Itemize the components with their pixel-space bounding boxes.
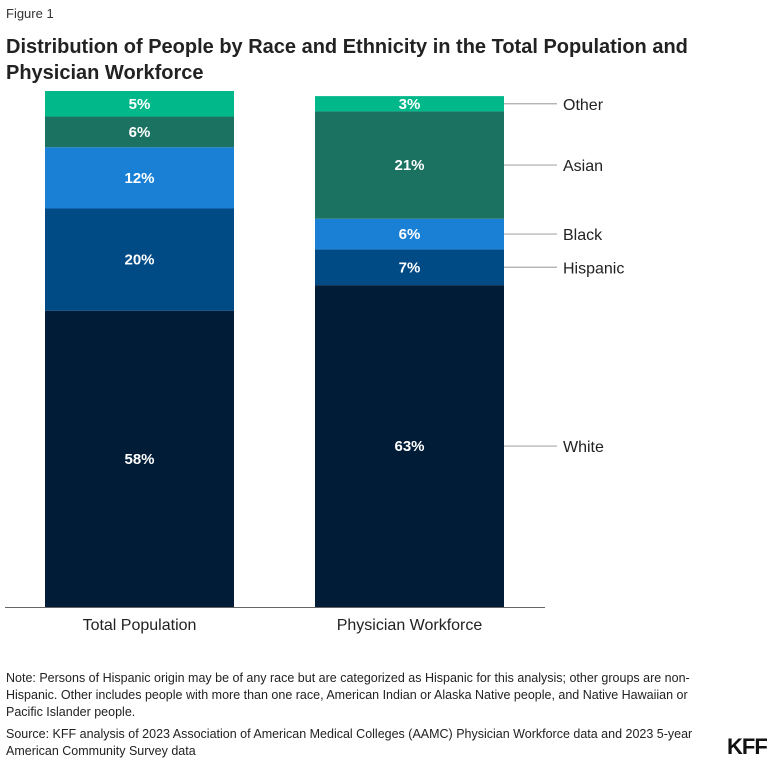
data-label: 5% — [129, 96, 151, 113]
bar-segment-hispanic — [315, 249, 504, 286]
data-label: 20% — [124, 252, 154, 269]
figure-label: Figure 1 — [6, 6, 54, 21]
bar-segment-hispanic — [45, 208, 234, 311]
category-label: Physician Workforce — [337, 617, 483, 634]
data-label: 7% — [399, 259, 421, 276]
data-label: 6% — [129, 124, 151, 141]
data-label: 58% — [124, 451, 154, 468]
legend-label: Black — [563, 227, 603, 244]
data-label: 21% — [394, 157, 424, 174]
data-label: 3% — [399, 96, 421, 113]
bar-segment-other — [45, 91, 234, 117]
bar-segment-black — [315, 218, 504, 250]
bar-segment-white — [315, 285, 504, 607]
chart-source: Source: KFF analysis of 2023 Association… — [6, 727, 693, 758]
bar-segment-asian — [45, 116, 234, 148]
category-label: Total Population — [83, 617, 197, 634]
bar-segment-other — [315, 96, 504, 112]
bar-segment-black — [45, 147, 234, 209]
chart-plot: 58% 20% 12% 6% 5% Total Population 63% White 7% H… — [5, 91, 624, 634]
legend-label: Hispanic — [563, 260, 624, 277]
bar-segment-white — [45, 310, 234, 607]
chart-note: Note: Persons of Hispanic origin may be … — [6, 671, 690, 719]
legend-label: White — [563, 439, 604, 456]
kff-logo: KFF — [727, 734, 768, 759]
data-label: 6% — [399, 226, 421, 243]
legend-label: Other — [563, 97, 604, 114]
legend-label: Asian — [563, 158, 603, 175]
chart-title: Distribution of People by Race and Ethni… — [6, 36, 688, 84]
data-label: 63% — [394, 438, 424, 455]
bar-segment-asian — [315, 111, 504, 219]
data-label: 12% — [124, 170, 154, 187]
